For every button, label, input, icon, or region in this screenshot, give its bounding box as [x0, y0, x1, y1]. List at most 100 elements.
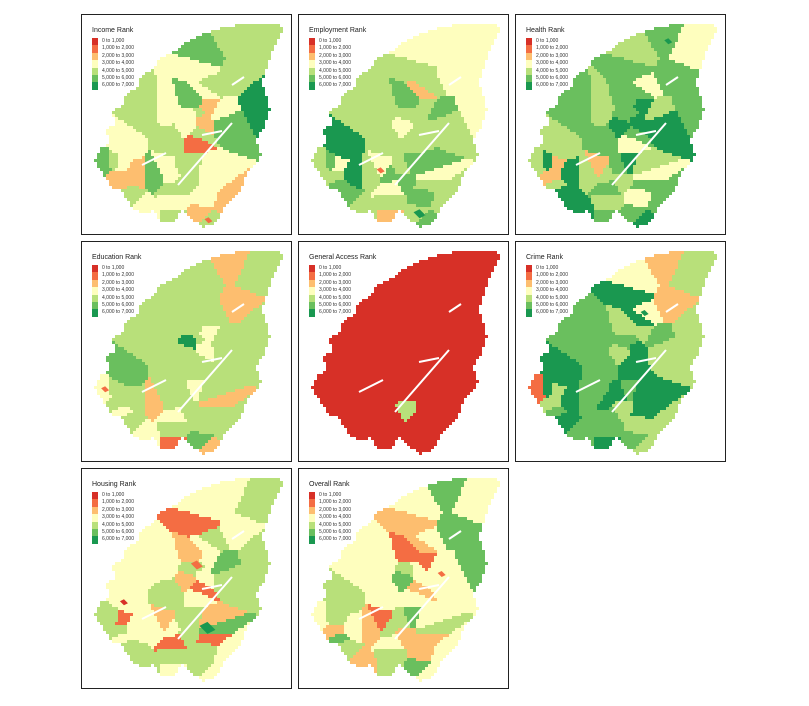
legend: 0 to 1,000 1,000 to 2,000 2,000 to 3,000 3,… — [526, 265, 568, 317]
map-region-class-5 — [546, 24, 705, 222]
legend-label: 5,000 to 6,000 — [536, 74, 568, 81]
legend-label: 4,000 to 5,000 — [536, 294, 568, 301]
legend: 0 to 1,000 1,000 to 2,000 2,000 to 3,000 3,… — [309, 492, 351, 544]
legend-item: 6,000 to 7,000 — [309, 309, 351, 317]
map-education-rank — [94, 251, 283, 455]
legend-swatch — [309, 60, 315, 68]
legend-item: 0 to 1,000 — [309, 265, 351, 273]
legend-swatch — [92, 279, 98, 288]
legend-swatch — [526, 294, 532, 302]
panel-title: Health Rank — [526, 27, 565, 34]
legend-item: 4,000 to 5,000 — [526, 294, 568, 302]
map-region-class-5 — [329, 478, 488, 676]
map-employment-rank — [311, 24, 500, 228]
panel-title: Education Rank — [92, 254, 142, 261]
legend-item: 1,000 to 2,000 — [92, 45, 134, 53]
legend-item: 4,000 to 5,000 — [92, 67, 134, 75]
panel-title: Housing Rank — [92, 481, 136, 488]
legend-item: 1,000 to 2,000 — [92, 272, 134, 280]
legend-label: 3,000 to 4,000 — [319, 514, 351, 521]
map-region-class-6 — [178, 335, 196, 350]
legend-swatch — [309, 506, 315, 515]
map-region-class-3 — [618, 24, 717, 207]
map-region-class-6 — [238, 75, 271, 138]
legend-swatch — [309, 272, 315, 280]
legend-item: 5,000 to 6,000 — [92, 74, 134, 83]
legend-label: 6,000 to 7,000 — [319, 309, 351, 316]
legend-swatch — [92, 294, 98, 302]
legend-label: 1,000 to 2,000 — [102, 499, 134, 506]
legend-swatch — [92, 528, 98, 537]
legend-label: 0 to 1,000 — [319, 265, 342, 271]
panel-health-rank: Health Rank 0 to 1,000 1,000 to 2,000 2,00… — [515, 14, 726, 235]
panel-title: Overall Rank — [309, 481, 350, 488]
map-region-class-1 — [528, 374, 546, 404]
map-region-class-1 — [368, 532, 437, 631]
legend-item: 5,000 to 6,000 — [526, 301, 568, 310]
legend-label: 5,000 to 6,000 — [319, 301, 351, 308]
legend: 0 to 1,000 1,000 to 2,000 2,000 to 3,000 3,… — [92, 492, 134, 544]
legend-swatch — [92, 499, 98, 507]
legend-label: 5,000 to 6,000 — [536, 301, 568, 308]
map-region-class-5 — [199, 550, 256, 634]
legend-item: 4,000 to 5,000 — [526, 67, 568, 75]
legend-item: 3,000 to 4,000 — [309, 287, 351, 295]
legend-label: 2,000 to 3,000 — [536, 279, 568, 286]
map-general-access-rank — [311, 251, 500, 455]
loch-lines — [141, 303, 245, 413]
legend-swatch — [92, 60, 98, 68]
legend-label: 2,000 to 3,000 — [319, 52, 351, 59]
legend-label: 1,000 to 2,000 — [102, 272, 134, 279]
legend-item: 1,000 to 2,000 — [526, 272, 568, 280]
legend-swatch — [309, 265, 315, 273]
legend-swatch — [92, 309, 98, 317]
legend-item: 3,000 to 4,000 — [92, 60, 134, 68]
legend-label: 0 to 1,000 — [102, 265, 125, 271]
legend-swatch — [309, 74, 315, 83]
legend: 0 to 1,000 1,000 to 2,000 2,000 to 3,000 3,… — [309, 265, 351, 317]
legend-swatch — [92, 74, 98, 83]
legend-item: 1,000 to 2,000 — [309, 272, 351, 280]
legend-swatch — [92, 536, 98, 544]
legend-item: 1,000 to 2,000 — [526, 45, 568, 53]
legend-item: 4,000 to 5,000 — [92, 521, 134, 529]
legend-label: 6,000 to 7,000 — [102, 536, 134, 543]
legend-label: 6,000 to 7,000 — [102, 82, 134, 89]
legend-item: 6,000 to 7,000 — [309, 82, 351, 90]
legend-swatch — [92, 52, 98, 61]
legend-swatch — [309, 301, 315, 310]
map-crime-rank — [528, 251, 717, 455]
legend-swatch — [309, 82, 315, 90]
legend: 0 to 1,000 1,000 to 2,000 2,000 to 3,000 3,… — [92, 38, 134, 90]
map-region-class-2 — [377, 81, 437, 222]
legend-swatch — [526, 52, 532, 61]
legend-item: 2,000 to 3,000 — [309, 279, 351, 288]
legend-label: 1,000 to 2,000 — [319, 499, 351, 506]
legend-item: 1,000 to 2,000 — [309, 499, 351, 507]
legend-swatch — [526, 67, 532, 75]
legend-label: 5,000 to 6,000 — [102, 301, 134, 308]
loch-lines — [358, 303, 462, 413]
map-region-accent — [101, 386, 110, 393]
legend-label: 4,000 to 5,000 — [319, 521, 351, 528]
legend-swatch — [92, 506, 98, 515]
legend-item: 5,000 to 6,000 — [309, 301, 351, 310]
map-region-class-4 — [109, 24, 283, 228]
map-region-class-4 — [540, 251, 717, 455]
legend-item: 0 to 1,000 — [309, 492, 351, 500]
legend-label: 0 to 1,000 — [102, 492, 125, 498]
legend-item: 3,000 to 4,000 — [309, 60, 351, 68]
map-region-accent — [664, 38, 673, 45]
map-housing-rank — [94, 478, 283, 682]
legend-label: 6,000 to 7,000 — [102, 309, 134, 316]
legend-item: 2,000 to 3,000 — [92, 279, 134, 288]
legend-item: 5,000 to 6,000 — [92, 528, 134, 537]
legend-label: 2,000 to 3,000 — [102, 279, 134, 286]
legend-item: 6,000 to 7,000 — [92, 536, 134, 544]
legend-swatch — [309, 521, 315, 529]
legend-label: 2,000 to 3,000 — [102, 52, 134, 59]
legend-swatch — [526, 45, 532, 53]
legend-label: 0 to 1,000 — [102, 38, 125, 44]
legend-item: 3,000 to 4,000 — [309, 514, 351, 522]
legend-label: 4,000 to 5,000 — [319, 294, 351, 301]
